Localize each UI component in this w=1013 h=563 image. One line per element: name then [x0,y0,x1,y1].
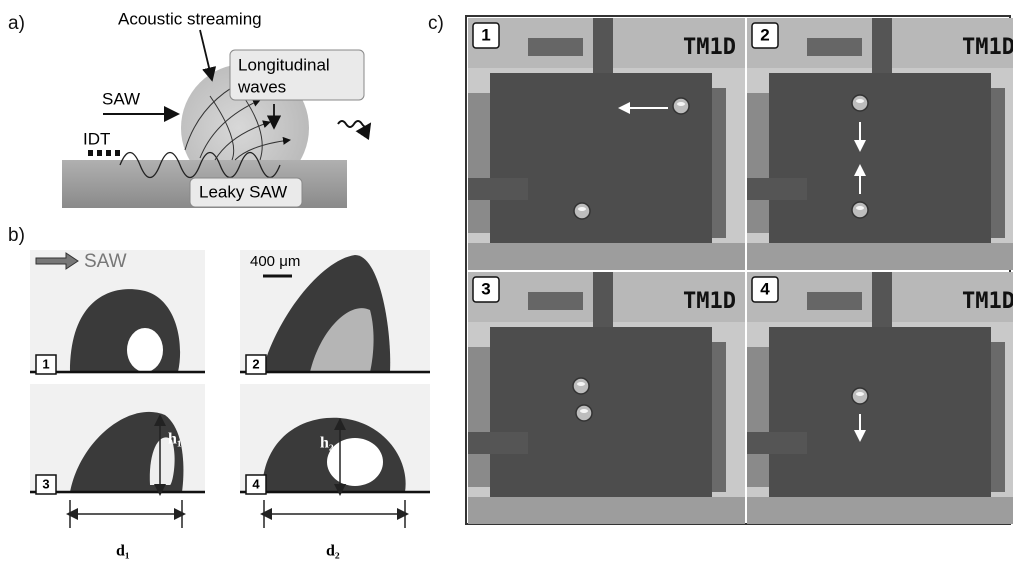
frame-number: 2 [252,356,259,371]
frame-number: 3 [42,476,49,491]
electrode [468,347,490,487]
dark-area [769,327,991,497]
leaky-label: Leaky SAW [199,182,287,201]
electrode [593,18,613,78]
longitudinal-label: Longitudinal [238,55,330,74]
height-label: h₁ [168,431,182,448]
frame-number: 4 [252,476,260,491]
idt-electrodes [88,150,120,156]
figure: a) IDT SAW Acoustic streaming Longitudin… [0,0,1013,563]
electrode [712,342,726,492]
longitudinal-label: waves [237,77,286,96]
electrode [991,342,1005,492]
electrode [468,432,528,454]
wavy-arrow [338,121,370,127]
droplet-glint [577,382,585,386]
electrode [747,432,807,454]
electrode [872,18,892,78]
bottom-strip [468,243,745,270]
panel-label: b) [8,225,25,246]
frame-number: 4 [760,279,770,298]
frame-number: 2 [760,25,769,44]
panel-c: c) 1 TM1D 2 TM1D 3 TM1D 4 TM1D [428,13,1013,524]
bottom-strip [747,497,1013,524]
panel-a: a) IDT SAW Acoustic streaming Longitudin… [8,9,370,208]
idt-label: IDT [83,129,110,148]
electrode [747,178,807,200]
saw-label: SAW [84,251,127,272]
streaming-arrow [200,30,212,80]
frame-number: 1 [42,356,49,371]
droplet-glint [856,99,864,103]
droplet-glint [580,409,588,413]
droplet-highlight [327,438,383,486]
chip-label: TM1D [683,289,736,314]
electrode [593,272,613,332]
frame-number: 1 [481,25,490,44]
droplet-glint [856,206,864,210]
electrode [807,38,862,56]
panel-b: b) SAW 400 μm 1 2 3 4 h₁ h₂ d₁ d₂ [8,225,430,560]
bottom-strip [747,243,1013,270]
dark-area [490,327,712,497]
chip-label: TM1D [962,289,1013,314]
scale-label: 400 μm [250,253,300,270]
droplet-glint [578,207,586,211]
droplet-glint [856,392,864,396]
droplet-glint [677,102,685,106]
electrode [468,178,528,200]
video-frame: 2 TM1D [747,18,1013,270]
video-frame: 1 TM1D [468,18,745,270]
electrode [747,93,769,233]
dark-area [769,73,991,243]
electrode [872,272,892,332]
chip-label: TM1D [962,35,1013,60]
panel-label: a) [8,13,25,34]
streaming-label: Acoustic streaming [118,9,262,28]
electrode [468,93,490,233]
frame-number: 3 [481,279,490,298]
video-frame: 3 TM1D [468,272,745,524]
electrode [807,292,862,310]
electrode [991,88,1005,238]
droplet-highlight [127,328,163,372]
electrode [528,38,583,56]
height-label: h₂ [320,435,334,452]
bottom-strip [468,497,745,524]
electrode [747,347,769,487]
video-frame: 4 TM1D [747,272,1013,524]
chip-label: TM1D [683,35,736,60]
width-arrows [70,500,405,528]
electrode [528,292,583,310]
electrode [712,88,726,238]
width-label: d₂ [326,543,340,560]
panel-label: c) [428,13,444,34]
width-label: d₁ [116,543,130,560]
saw-label: SAW [102,89,140,108]
